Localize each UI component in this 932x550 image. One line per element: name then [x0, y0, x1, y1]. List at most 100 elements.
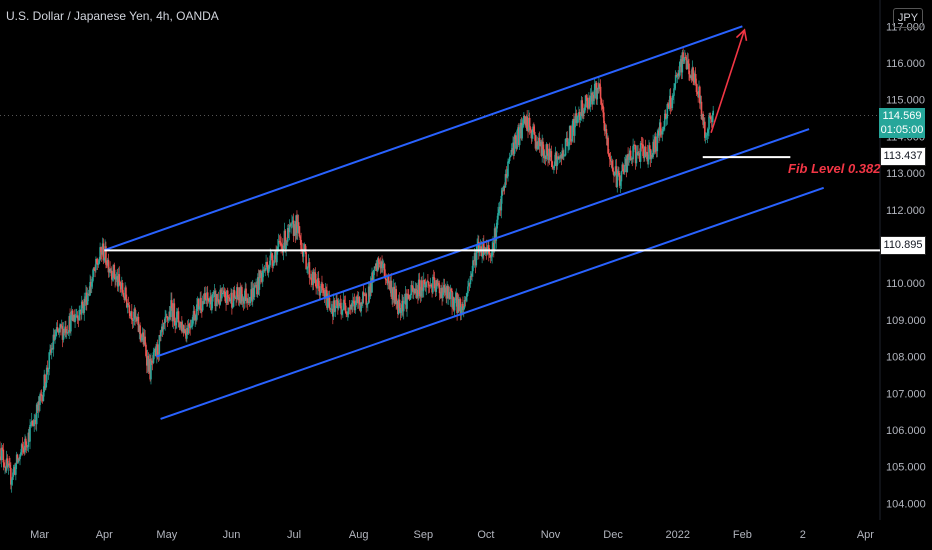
candle-body — [145, 344, 147, 356]
candle-body — [568, 141, 570, 146]
candle-body — [558, 157, 561, 159]
candle-body — [613, 172, 615, 176]
candle-body — [708, 116, 710, 130]
candle-body — [306, 267, 308, 270]
candle-body — [503, 186, 506, 188]
candle-body — [95, 258, 97, 271]
candle-body — [472, 260, 474, 272]
candle-body — [316, 287, 318, 289]
channel-mid-line[interactable] — [156, 128, 810, 358]
candle-body — [85, 292, 87, 303]
candle-body — [252, 287, 255, 298]
symbol-title[interactable]: U.S. Dollar / Japanese Yen, 4h, OANDA — [6, 9, 219, 23]
candle-body — [236, 287, 238, 300]
candle-body — [363, 294, 366, 296]
candle-body — [86, 294, 89, 305]
candle-body — [28, 432, 30, 442]
candle-body — [498, 206, 501, 210]
candle-body — [181, 322, 183, 332]
candle-body — [212, 291, 215, 295]
candle-body — [24, 438, 26, 453]
candle-body — [258, 270, 261, 290]
candle-body — [5, 467, 7, 471]
candle-body — [673, 88, 675, 96]
candle-body — [653, 141, 655, 152]
candle-body — [233, 289, 236, 298]
x-tick-label: Oct — [477, 529, 494, 541]
bar-countdown: 01:05:00 — [880, 124, 924, 136]
candle-body — [40, 395, 43, 396]
candle-body — [457, 299, 459, 314]
candle-body — [342, 299, 345, 310]
candle-body — [103, 258, 106, 261]
price-axis[interactable]: 104.000 105.000 106.000 107.000 108.000 109.0… — [886, 21, 926, 510]
candle-body — [353, 301, 356, 311]
candle-body — [377, 258, 380, 263]
candle-body — [608, 153, 610, 157]
candle-body — [707, 129, 709, 134]
candle-body — [678, 72, 680, 76]
candle-body — [682, 52, 684, 62]
candle-body — [659, 122, 662, 132]
candle-body — [421, 280, 423, 291]
candle-body — [25, 445, 28, 448]
candle-body — [668, 104, 670, 110]
candle-body — [2, 449, 5, 463]
candle-body — [125, 287, 127, 299]
candle-body — [705, 135, 708, 137]
candle-body — [158, 335, 161, 355]
candle-body — [578, 112, 581, 121]
candle-body — [434, 288, 437, 292]
candle-body — [325, 289, 327, 291]
candle-body — [373, 266, 376, 270]
candle-body — [284, 230, 287, 249]
candle-body — [44, 374, 46, 389]
candle-body — [129, 313, 131, 316]
candle-body — [712, 110, 714, 116]
candle-body — [694, 74, 696, 83]
candle-body — [50, 349, 52, 353]
candle-body — [206, 292, 208, 301]
candle-body — [663, 126, 665, 130]
candle-body — [622, 164, 624, 172]
x-tick-label: Jun — [223, 529, 241, 541]
candle-body — [592, 94, 594, 105]
candle-body — [685, 57, 688, 70]
candle-body — [540, 141, 543, 156]
channel-bottom-line[interactable] — [160, 186, 825, 420]
candle-body — [667, 104, 669, 105]
candle-body — [162, 323, 165, 330]
candle-body — [650, 155, 653, 160]
candle-body — [271, 253, 273, 261]
candle-body — [291, 222, 293, 224]
candle-body — [338, 302, 341, 306]
candle-body — [697, 93, 699, 98]
candle-body — [596, 88, 599, 100]
candle-body — [260, 272, 262, 279]
candle-body — [436, 280, 438, 286]
candle-body — [552, 166, 554, 168]
candle-body — [658, 122, 661, 136]
candle-body — [266, 265, 269, 273]
projection-arrow-shaft[interactable] — [710, 29, 746, 133]
candle-body — [661, 130, 664, 135]
candle-body — [179, 322, 181, 328]
candle-body — [696, 92, 699, 94]
candle-body — [680, 59, 683, 73]
candle-body — [69, 316, 71, 332]
candle-body — [522, 123, 524, 125]
currency-button[interactable]: JPY — [893, 8, 923, 28]
time-axis[interactable]: Mar Apr May Jun Jul Aug Sep Oct Nov Dec 2022 Feb 2 Ap… — [30, 529, 874, 541]
candle-body — [15, 464, 17, 475]
candle-body — [234, 297, 237, 299]
candle-body — [291, 220, 294, 223]
candle-body — [451, 291, 453, 308]
candle-body — [593, 94, 595, 99]
candle-body — [681, 52, 684, 73]
candle-body — [148, 358, 151, 372]
candle-body — [167, 319, 170, 321]
candle-body — [449, 288, 452, 300]
channel-top-line[interactable] — [103, 25, 743, 252]
candle-body — [132, 319, 135, 322]
